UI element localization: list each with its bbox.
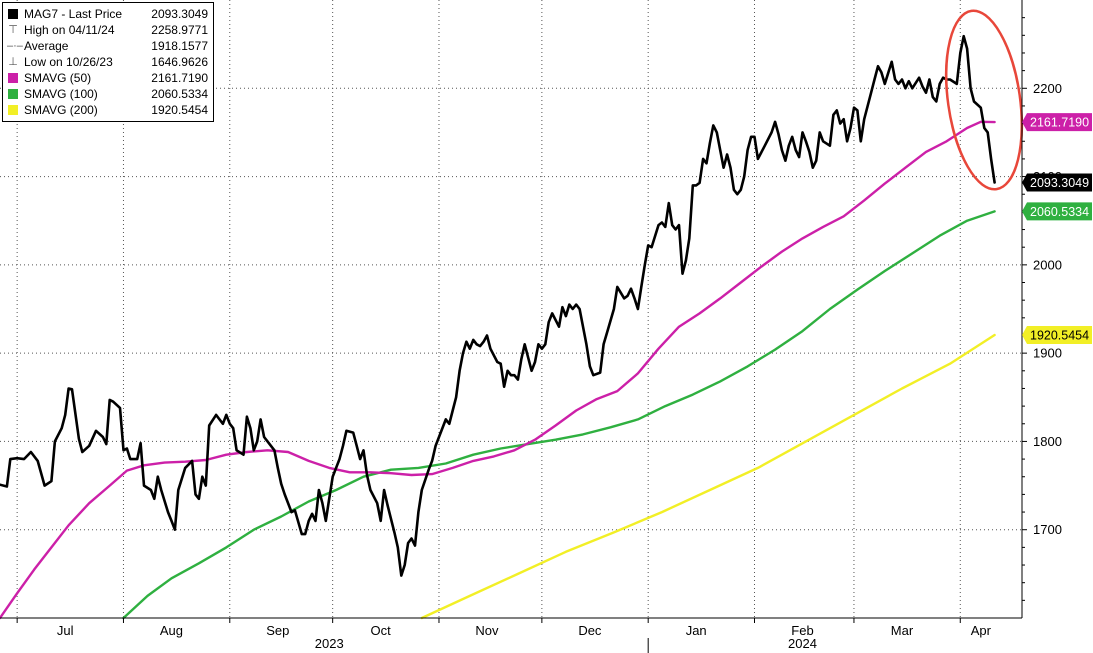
x-month-label: Dec [578, 623, 602, 638]
legend-label: SMAVG (100) [24, 87, 98, 101]
x-axis-ticks: Jul Aug Sep Oct Nov Dec Jan Feb Mar Apr 2023 2024 [16, 618, 992, 653]
last-value-label-bg [1022, 173, 1092, 192]
legend-row: ⊥ Low on 10/26/23 1646.9626 [7, 54, 208, 70]
series-line-mag7-last-price [0, 34, 996, 577]
x-month-label: Aug [160, 623, 183, 638]
y-tick-label: 1700 [1033, 522, 1062, 537]
high-marker-icon: ⊤ [8, 24, 18, 36]
y-tick-label: 2000 [1033, 257, 1062, 272]
legend-label: SMAVG (50) [24, 71, 92, 85]
last-value-label-text: 2161.7190 [1030, 116, 1089, 130]
legend-row: SMAVG (50) 2161.7190 [7, 70, 208, 86]
legend-value: 2161.7190 [151, 71, 208, 85]
legend-value: 2060.5334 [151, 87, 208, 101]
legend-row: MAG7 - Last Price 2093.3049 [7, 6, 208, 22]
last-value-label-bg [1022, 113, 1092, 132]
chart-legend: MAG7 - Last Price 2093.3049 ⊤ High on 04/11… [2, 2, 214, 122]
legend-row: –·– Average 1918.1577 [7, 38, 208, 54]
x-year-label: 2023 [315, 636, 344, 651]
legend-label: MAG7 - Last Price [24, 7, 123, 21]
legend-label: Low on 10/26/23 [24, 55, 113, 69]
last-value-label-text: 1920.5454 [1030, 329, 1089, 343]
last-value-label-text: 2060.5334 [1030, 205, 1089, 219]
legend-row: SMAVG (200) 1920.5454 [7, 102, 208, 118]
legend-label: SMAVG (200) [24, 103, 98, 117]
series-layer [0, 34, 996, 620]
last-value-labels: 2161.7190 2093.3049 2060.5334 1920.5454 [1022, 113, 1092, 345]
x-month-label: Mar [891, 623, 914, 638]
x-year-label: 2024 [788, 636, 817, 651]
legend-value: 1920.5454 [151, 103, 208, 117]
last-value-label-bg [1022, 202, 1092, 221]
last-value-label-text: 2093.3049 [1030, 176, 1089, 190]
x-month-label: Jul [57, 623, 74, 638]
y-tick-label: 2200 [1033, 81, 1062, 96]
last-value-label: 1920.5454 [1022, 326, 1092, 345]
series-line-smavg-100 [122, 210, 996, 620]
grid-lines [0, 0, 1022, 618]
x-month-label: Feb [791, 623, 813, 638]
legend-label: Average [24, 39, 69, 53]
legend-value: 1918.1577 [151, 39, 208, 53]
y-tick-label: 1900 [1033, 346, 1062, 361]
x-month-label: Sep [266, 623, 289, 638]
x-month-label: Jan [686, 623, 707, 638]
legend-value: 1646.9626 [151, 55, 208, 69]
axes [0, 0, 1023, 619]
x-month-label: Nov [475, 623, 499, 638]
legend-swatch-icon [8, 89, 18, 99]
legend-row: ⊤ High on 04/11/24 2258.9771 [7, 22, 208, 38]
legend-value: 2258.9771 [151, 23, 208, 37]
legend-swatch-icon [8, 73, 18, 83]
legend-value: 2093.3049 [151, 7, 208, 21]
y-tick-label: 1800 [1033, 434, 1062, 449]
x-month-label: Oct [371, 623, 392, 638]
series-line-smavg-200 [420, 333, 996, 620]
highlight-ellipse [944, 9, 1024, 191]
last-value-label: 2060.5334 [1022, 202, 1092, 221]
last-value-label: 2161.7190 [1022, 113, 1092, 132]
legend-row: SMAVG (100) 2060.5334 [7, 86, 208, 102]
series-line-smavg-50 [0, 120, 996, 620]
low-marker-icon: ⊥ [8, 56, 18, 68]
last-value-label-bg [1022, 326, 1092, 345]
legend-label: High on 04/11/24 [24, 23, 115, 37]
x-month-label: Apr [971, 623, 992, 638]
y-axis-ticks: 170018001900200021002200 [1022, 17, 1062, 601]
legend-swatch-icon [8, 105, 18, 115]
last-value-label: 2093.3049 [1022, 173, 1092, 192]
legend-swatch-icon [8, 9, 18, 19]
average-marker-icon: –·– [7, 40, 23, 52]
